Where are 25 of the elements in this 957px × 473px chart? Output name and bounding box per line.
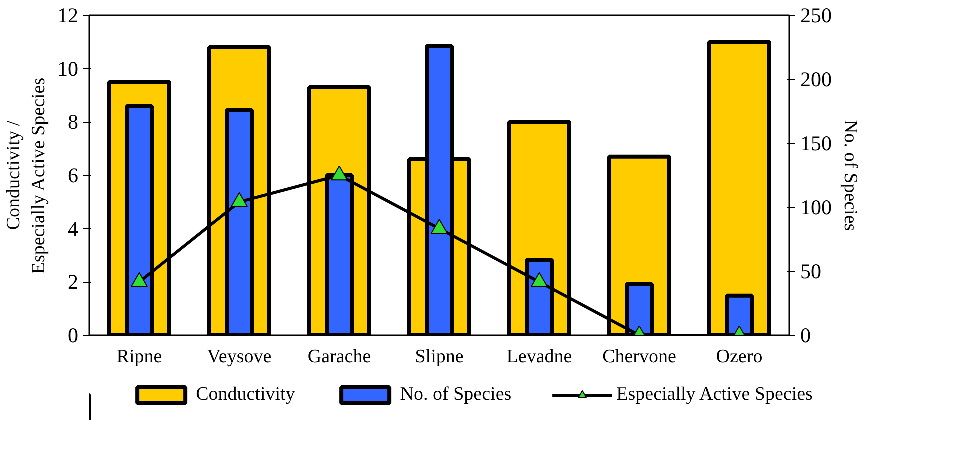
- x-tick-label: Ozero: [716, 346, 763, 368]
- y-tick-label: 8: [68, 110, 78, 134]
- x-tick-label: Veysove: [207, 346, 272, 368]
- y2-tick-label: 100: [800, 196, 832, 220]
- x-tick-label: Chervone: [602, 346, 676, 368]
- y2-tick-label: 150: [800, 132, 832, 156]
- x-tick-label: Slipne: [415, 346, 464, 368]
- y2-tick-label: 50: [800, 260, 822, 284]
- y2-tick-label: 250: [800, 4, 832, 28]
- y-tick-label: 12: [58, 4, 78, 28]
- legend-label: No. of Species: [400, 384, 512, 406]
- y2-tick-label: 200: [800, 68, 832, 92]
- y-tick-label: 6: [68, 164, 78, 188]
- y-tick-label: 2: [68, 270, 78, 294]
- x-tick-label: Levadne: [506, 346, 572, 368]
- x-tick-label: Ripne: [116, 346, 162, 368]
- x-tick-label: Garache: [308, 346, 372, 368]
- y2-axis-title: No. of Species: [840, 120, 861, 232]
- y-tick-label: 0: [68, 324, 78, 348]
- y2-tick-label: 0: [800, 324, 811, 348]
- y-axis-title: Conductivity / Especially Active Species: [3, 78, 50, 274]
- legend-label: Conductivity: [196, 384, 296, 406]
- legend-label: Especially Active Species: [616, 384, 813, 406]
- y-tick-label: 10: [58, 56, 78, 81]
- y-tick-label: 4: [68, 216, 79, 241]
